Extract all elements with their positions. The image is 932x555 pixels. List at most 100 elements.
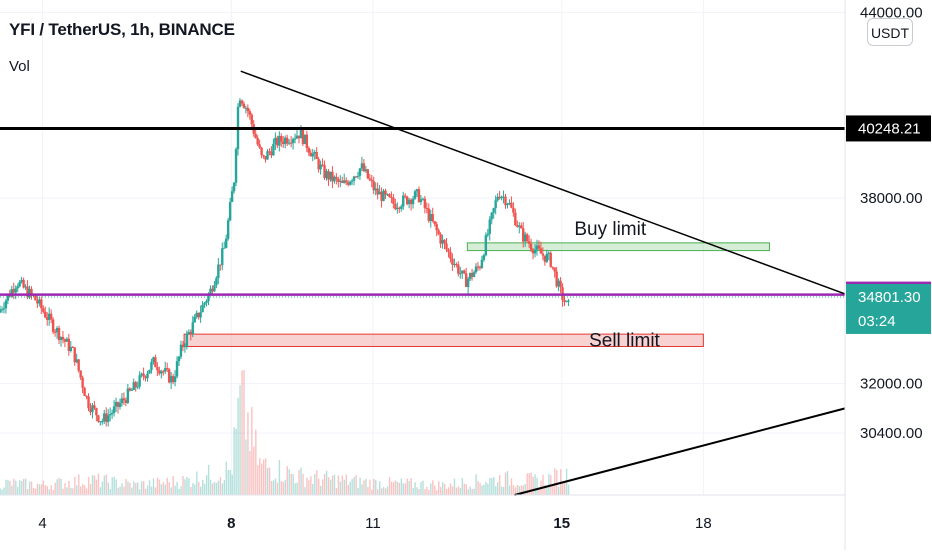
candle-body[interactable] [518,225,521,227]
candle-body[interactable] [128,388,132,391]
candle-body[interactable] [51,319,55,332]
candle-body[interactable] [537,245,541,249]
candle-body[interactable] [348,181,352,185]
candle-body[interactable] [264,155,267,160]
candle-body[interactable] [461,270,464,274]
candle-body[interactable] [455,264,458,266]
candle-body[interactable] [453,264,456,266]
candle-body[interactable] [354,176,358,178]
candle-body[interactable] [293,138,297,140]
candle-body[interactable] [466,278,470,287]
candle-body[interactable] [250,114,253,125]
candle-body[interactable] [95,408,98,416]
candle-body[interactable] [531,249,535,254]
candle-body[interactable] [69,346,73,351]
candle-body[interactable] [30,288,33,295]
candle-body[interactable] [341,180,344,183]
candle-body[interactable] [451,258,454,265]
candle-body[interactable] [435,224,438,231]
candle-body[interactable] [73,347,76,363]
candle-body[interactable] [522,228,525,242]
candle-body[interactable] [160,371,163,374]
candle-body[interactable] [470,273,474,277]
candle-body[interactable] [22,279,25,288]
candle-body[interactable] [352,176,356,181]
candle-body[interactable] [36,300,39,304]
candle-body[interactable] [24,286,27,288]
candle-body[interactable] [75,359,78,363]
candle-body[interactable] [317,159,320,170]
candle-body[interactable] [134,382,137,388]
candle-body[interactable] [297,135,301,139]
candle-body[interactable] [0,309,4,311]
candle-body[interactable] [396,207,399,210]
candle-body[interactable] [116,402,120,407]
candle-body[interactable] [6,294,10,301]
candle-body[interactable] [384,190,387,195]
candle-body[interactable] [224,238,228,248]
candle-body[interactable] [234,149,238,183]
candle-body[interactable] [258,144,261,148]
candle-body[interactable] [468,273,472,279]
candle-body[interactable] [248,111,252,115]
candle-body[interactable] [525,234,529,242]
candle-body[interactable] [156,367,159,371]
candle-body[interactable] [175,361,179,377]
candle-body[interactable] [61,336,65,340]
candle-body[interactable] [331,171,334,182]
candle-body[interactable] [140,373,143,376]
candle-body[interactable] [516,225,519,227]
candle-body[interactable] [191,322,194,335]
candle-body[interactable] [16,286,19,289]
candle-body[interactable] [390,196,393,198]
candle-body[interactable] [358,168,362,176]
candle-body[interactable] [427,208,430,222]
candle-body[interactable] [508,202,511,204]
candle-body[interactable] [114,402,118,407]
candle-body[interactable] [449,251,452,259]
candle-body[interactable] [179,344,183,357]
candle-body[interactable] [307,147,311,153]
candle-body[interactable] [230,191,234,202]
candle-body[interactable] [132,382,135,390]
candle-body[interactable] [40,299,43,309]
candle-body[interactable] [93,405,96,409]
candle-body[interactable] [49,313,53,320]
candle-body[interactable] [162,371,165,373]
candle-body[interactable] [65,338,69,342]
candle-body[interactable] [57,327,61,341]
candle-body[interactable] [284,137,287,144]
candle-body[interactable] [97,415,100,422]
candle-body[interactable] [55,327,59,333]
candle-body[interactable] [520,225,523,229]
candle-body[interactable] [240,100,244,104]
candle-body[interactable] [400,206,403,209]
candle-body[interactable] [362,163,366,172]
candle-body[interactable] [14,288,17,293]
candle-body[interactable] [380,191,383,201]
candle-body[interactable] [105,413,108,422]
candle-body[interactable] [439,234,442,244]
candle-body[interactable] [154,357,157,368]
candle-body[interactable] [38,299,41,304]
candle-body[interactable] [415,189,419,192]
candle-body[interactable] [409,199,413,205]
candle-body[interactable] [280,135,283,142]
candle-body[interactable] [429,214,432,222]
candle-body[interactable] [217,264,220,279]
candle-body[interactable] [539,248,543,254]
candle-body[interactable] [398,207,401,209]
candle-body[interactable] [368,178,371,180]
candle-body[interactable] [360,163,364,169]
candle-body[interactable] [376,188,379,195]
candle-body[interactable] [563,300,566,303]
candle-body[interactable] [282,141,285,144]
candle-body[interactable] [457,264,460,274]
buy-limit-zone[interactable] [466,242,770,252]
candle-body[interactable] [421,198,425,200]
candle-body[interactable] [447,249,450,252]
candle-body[interactable] [553,267,556,272]
candle-body[interactable] [464,273,468,287]
candle-body[interactable] [325,171,328,178]
candle-body[interactable] [221,248,224,266]
